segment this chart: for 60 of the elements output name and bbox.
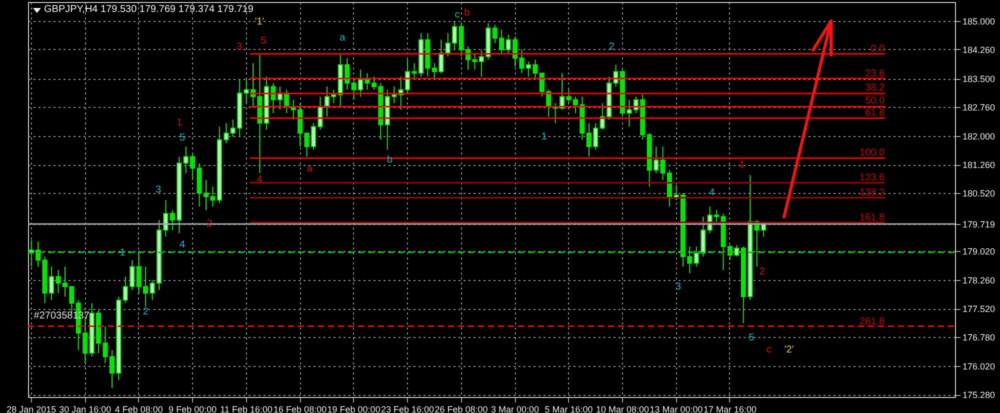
- x-tick-label: 11 Feb 16:00: [220, 404, 273, 413]
- x-tick-label: 5 Mar 16:00: [544, 404, 593, 413]
- y-tick-label: 176.020: [962, 362, 996, 372]
- y-tick-label: 182.000: [962, 132, 996, 142]
- y-tick-label: 176.780: [962, 332, 996, 342]
- annotation: 1: [541, 132, 548, 142]
- x-tick-label: 9 Feb 00:00: [168, 404, 217, 413]
- annotation: 5: [260, 36, 267, 46]
- y-tick-label: 177.520: [962, 304, 996, 314]
- annotation: 4: [180, 240, 186, 250]
- annotation: 2: [142, 306, 149, 318]
- x-tick-label: 10 Mar 08:00: [596, 404, 650, 413]
- x-tick-label: 30 Jan 16:00: [59, 404, 112, 413]
- annotation: 138.2: [860, 188, 886, 198]
- y-tick-label: 175.280: [962, 390, 996, 400]
- annotation: 161.8: [860, 212, 886, 224]
- annotation: 3: [675, 282, 682, 292]
- annotation: b: [464, 8, 470, 18]
- x-tick-label: 28 Jan 2015: [6, 404, 56, 413]
- annotation: a: [306, 164, 313, 174]
- annotation: 5: [180, 132, 186, 144]
- annotation: 50.0: [865, 96, 886, 106]
- x-tick-label: 16 Feb 08:00: [274, 404, 327, 413]
- annotation: 3: [155, 184, 162, 196]
- y-tick-label: 185.000: [962, 16, 996, 26]
- annotation: 4: [709, 188, 716, 198]
- y-tick-label: 182.760: [962, 102, 996, 112]
- x-tick-label: 3 Mar 00:00: [490, 404, 540, 413]
- annotation: c: [766, 344, 772, 356]
- annotation: 5: [748, 332, 755, 344]
- y-tick-label: 180.520: [962, 188, 996, 199]
- annotation: 2: [759, 266, 766, 278]
- y-tick-label: 178.260: [962, 276, 996, 286]
- x-tick-label: 4 Feb 08:00: [114, 404, 163, 413]
- y-tick-label: 183.500: [962, 74, 996, 84]
- x-tick-label: 26 Feb 08:00: [434, 404, 488, 413]
- x-tick-label: 17 Mar 16:00: [703, 404, 756, 413]
- annotation: '1': [254, 16, 264, 28]
- y-tick-label: 179.020: [962, 246, 996, 256]
- annotation: 38.2: [865, 82, 886, 94]
- y-tick-label: 184.260: [962, 44, 996, 55]
- y-tick-label: 181.260: [962, 160, 996, 170]
- annotation: 61.8: [865, 108, 886, 118]
- annotation: 0.0: [870, 44, 886, 54]
- chart-title: GBPJPY,H4 179.530 179.769 179.374 179.719: [44, 4, 254, 15]
- annotation: a: [340, 32, 346, 44]
- annotation: c: [454, 10, 460, 20]
- annotation: 2: [608, 42, 615, 52]
- annotation: 3: [236, 42, 242, 52]
- annotation: 1: [739, 160, 746, 170]
- y-tick-label: 179.719: [962, 219, 996, 230]
- annotation: '2': [784, 344, 794, 356]
- x-tick-label: 23 Feb 16:00: [381, 404, 434, 413]
- annotation: 100.0: [860, 148, 886, 158]
- x-tick-label: 19 Feb 00:00: [327, 404, 380, 413]
- annotation: 123.6: [860, 172, 886, 184]
- annotation: 1: [176, 118, 183, 128]
- annotation: 261.8: [860, 316, 886, 328]
- annotation: 23.6: [865, 68, 886, 80]
- x-tick-label: 13 Mar 00:00: [650, 404, 703, 413]
